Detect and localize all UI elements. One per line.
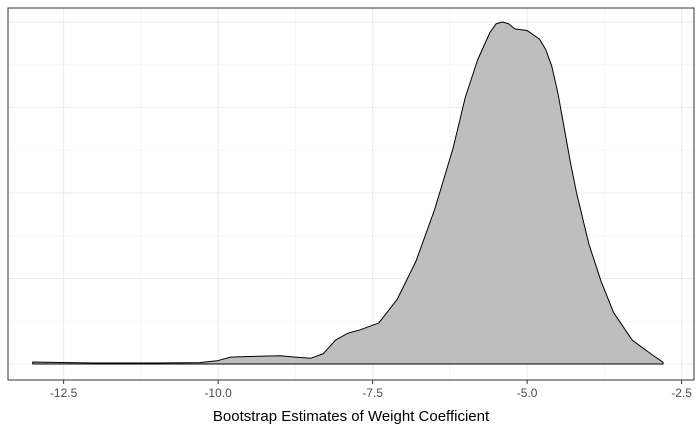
x-tick-label: -12.5 — [50, 386, 78, 400]
x-tick-label: -5.0 — [517, 386, 538, 400]
x-axis-title: Bootstrap Estimates of Weight Coefficien… — [213, 408, 490, 425]
x-tick-label: -7.5 — [362, 386, 383, 400]
plot-border — [7, 7, 695, 381]
density-curve — [32, 21, 664, 365]
x-tick-label: -2.5 — [671, 386, 692, 400]
x-axis-ticks: -12.5 -10.0 -7.5 -5.0 -2.5 — [50, 380, 692, 400]
density-area — [32, 21, 664, 365]
x-tick-label: -10.0 — [204, 386, 232, 400]
grid-lines — [8, 8, 694, 380]
